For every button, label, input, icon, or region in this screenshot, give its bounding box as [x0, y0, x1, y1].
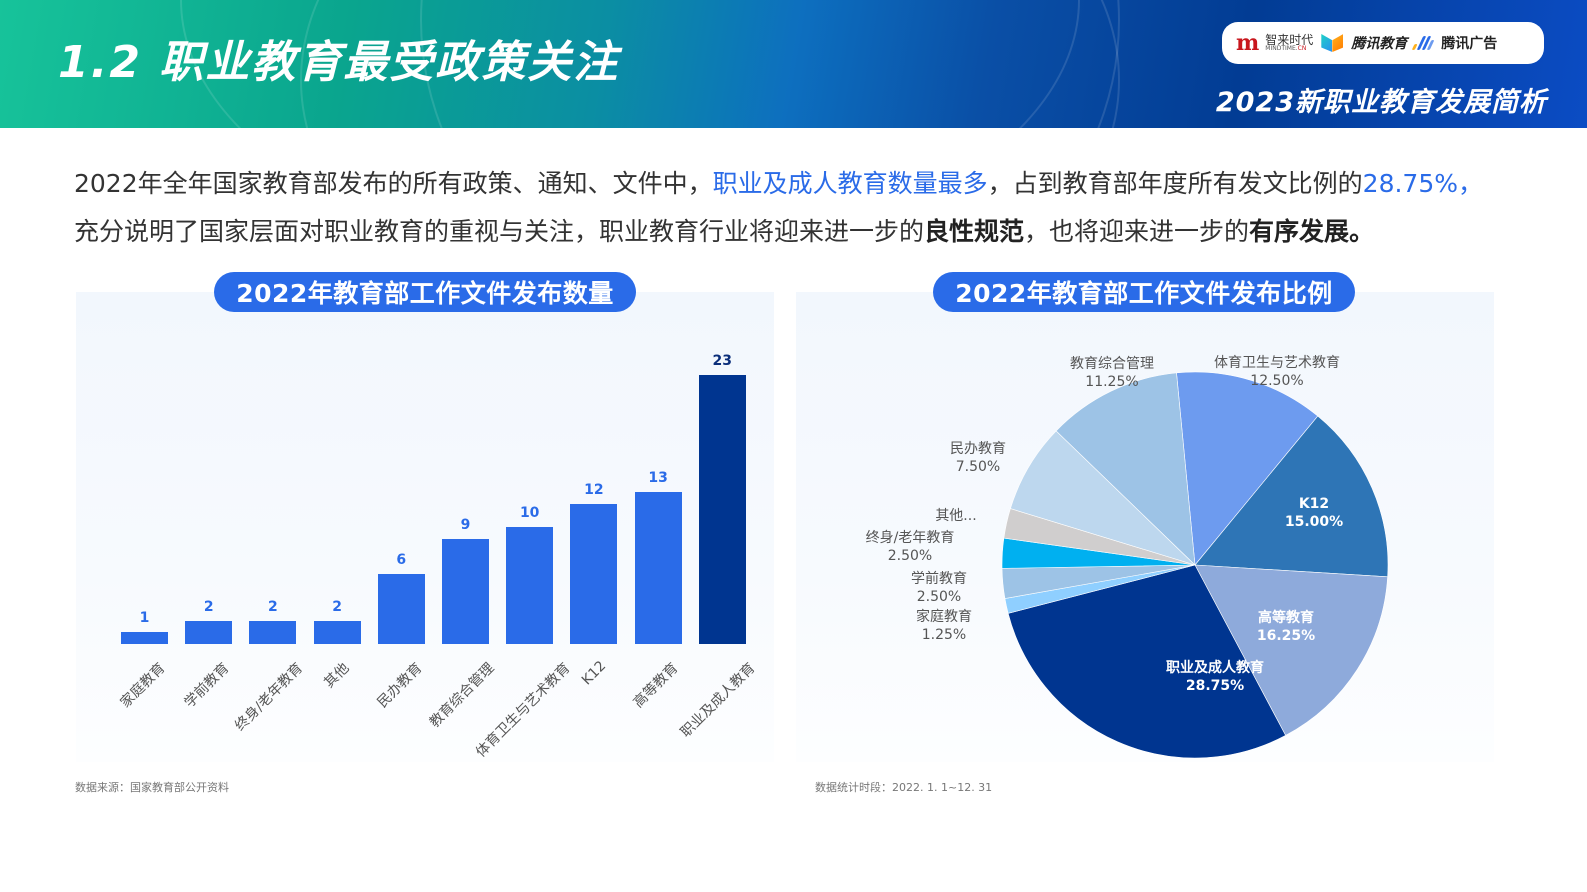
intro-paragraph: 2022年全年国家教育部发布的所有政策、通知、文件中，职业及成人教育数量最多，占…: [74, 160, 1534, 256]
intro-bold: 有序发展: [1249, 217, 1350, 246]
bar: [249, 620, 297, 644]
page-title: 1.2 职业教育最受政策关注: [58, 37, 620, 88]
bar-value-label: 9: [460, 516, 471, 533]
intro-bold: 良性规范: [924, 217, 1025, 246]
intro-text: ，: [1458, 169, 1484, 198]
bar-value-label: 13: [648, 469, 668, 486]
pie-slice-label: 学前教育 2.50%: [911, 571, 967, 605]
bar: [185, 620, 233, 644]
tencent-ad-logo: 腾讯广告: [1441, 36, 1498, 52]
pie-slice-label: 体育卫生与艺术教育 12.50%: [1214, 355, 1340, 389]
bar: [377, 573, 425, 644]
pie-slice-label: 职业及成人教育 28.75%: [1166, 660, 1264, 694]
data-period-note: 数据统计时段：2022. 1. 1~12. 31: [815, 781, 993, 794]
bar: [634, 491, 682, 644]
pie-slice: [1194, 564, 1388, 736]
mindtime-name: 智来时代: [1265, 33, 1314, 47]
intro-highlight-percent: 28.75%: [1362, 169, 1458, 198]
bar-value-label: 12: [584, 481, 604, 498]
bar: [442, 538, 489, 644]
pie-slice: [1055, 372, 1196, 566]
pie-slice-label: K12 15.00%: [1284, 496, 1344, 530]
data-source-note: 数据来源：国家教育部公开资料: [75, 781, 229, 794]
bar: [698, 375, 746, 644]
pie-slice: [1194, 415, 1389, 578]
intro-text: 。: [1349, 217, 1375, 246]
intro-text: ，占到教育部年度所有发文比例的: [987, 169, 1363, 198]
bar-value-label: 10: [519, 505, 540, 522]
header-banner: 1.2 职业教育最受政策关注 m 智来时代 MINDTIME.CN 腾讯教育 腾…: [0, 0, 1587, 128]
mindtime-domain: MINDTIME.CN: [1265, 45, 1307, 52]
bar: [313, 620, 361, 644]
mindtime-logo: 智来时代 MINDTIME.CN: [1265, 34, 1313, 52]
intro-highlight: 职业及成人教育数量最多: [712, 169, 988, 198]
bar-value-label: 2: [332, 598, 342, 615]
mindtime-logo-icon: m: [1236, 30, 1259, 56]
pie-chart-title: 2022年教育部工作文件发布比例: [933, 272, 1355, 312]
bar-value-label: 2: [268, 598, 278, 615]
pie-slice-label: 教育综合管理 11.25%: [1070, 356, 1154, 390]
intro-text: 2022年全年国家教育部发布的所有政策、通知、文件中，: [74, 169, 713, 198]
bar-value-label: 6: [396, 551, 407, 568]
bar-chart-title: 2022年教育部工作文件发布数量: [214, 272, 636, 312]
bar: [121, 632, 168, 644]
tencent-edu-logo: 腾讯教育: [1351, 36, 1408, 52]
decorative-wave: [300, 0, 1120, 128]
pie-slice-label: 高等教育 16.25%: [1256, 610, 1316, 644]
pie-slice-label: 终身/老年教育 2.50%: [865, 530, 955, 564]
pie-slice-label: 其他...: [935, 508, 977, 524]
bar-value-label: 23: [712, 353, 733, 369]
tencent-edu-logo-icon: [1321, 34, 1344, 52]
report-subtitle: 2023新职业教育发展简析: [1215, 87, 1547, 118]
bar: [506, 527, 554, 644]
bar: [570, 503, 618, 644]
intro-text: ，也将迎来进一步的: [1024, 217, 1250, 246]
partner-logos: m 智来时代 MINDTIME.CN 腾讯教育 腾讯广告: [1222, 22, 1544, 64]
intro-text: 充分说明了国家层面对职业教育的重视与关注，职业教育行业将迎来进一步的: [74, 217, 925, 246]
pie-slice: [1007, 564, 1287, 759]
pie-slice-label: 民办教育 7.50%: [950, 441, 1006, 475]
bar-value-label: 2: [203, 598, 214, 615]
pie-slice-label: 家庭教育 1.25%: [916, 609, 972, 643]
bar-value-label: 1: [139, 610, 150, 627]
pie-slice: [1176, 371, 1319, 566]
